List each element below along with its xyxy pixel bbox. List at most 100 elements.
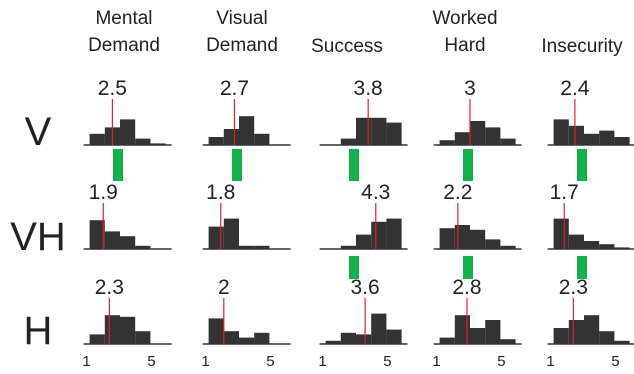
row-label-vh: VH <box>10 215 66 259</box>
significance-marker <box>113 149 123 181</box>
histogram-bar <box>568 320 584 344</box>
histogram-bar <box>584 133 600 145</box>
histogram-bar <box>89 334 105 344</box>
histogram-bar <box>568 125 584 145</box>
significance-marker <box>577 256 587 279</box>
histogram-bar <box>599 331 615 344</box>
x-tick-label: 5 <box>147 353 155 370</box>
histogram-bar <box>614 340 630 344</box>
histogram-bar <box>340 138 356 145</box>
histogram-bar <box>135 245 151 249</box>
histogram-bar <box>614 247 630 249</box>
histogram-bar <box>553 218 569 249</box>
histogram-bar <box>223 331 239 344</box>
histogram-bar <box>223 218 239 249</box>
histogram-bar <box>208 318 224 344</box>
histogram-bar <box>614 137 630 145</box>
x-tick-labels: 1 5 1 5 1 5 1 5 1 5 <box>82 353 619 370</box>
histogram-bar <box>454 225 470 249</box>
mean-label: 2.2 <box>443 181 472 204</box>
histogram-bar <box>470 328 486 344</box>
significance-marker <box>463 149 473 181</box>
mean-label: 2 <box>218 276 230 299</box>
histogram-bar <box>325 340 341 344</box>
row-label-v: V <box>25 110 52 154</box>
mean-label: 2.8 <box>452 276 481 299</box>
histogram-bar <box>239 337 255 344</box>
mean-label: 2.5 <box>98 77 127 100</box>
histogram-bar <box>89 133 105 145</box>
x-tick-label: 5 <box>383 353 391 370</box>
histogram-panel: 2.4 <box>547 77 634 146</box>
histogram-bar <box>553 328 569 344</box>
histogram-bar <box>439 140 455 145</box>
mean-label: 3.6 <box>351 276 380 299</box>
significance-marker <box>349 149 359 181</box>
histogram-bar <box>500 138 516 145</box>
row-label-h: H <box>24 309 53 353</box>
column-title-4: Insecurity <box>541 36 623 57</box>
mean-label: 2.3 <box>95 276 124 299</box>
histogram-panels: 2.5 2.7 3.8 3 2.4 1.9 1.8 4.3 2.2 1.7 2.3 2 3.6 2.8 2.… <box>83 77 634 345</box>
significance-marker <box>577 149 587 181</box>
histogram-bar <box>89 220 105 249</box>
histogram-bar <box>485 239 501 249</box>
mean-label: 1.8 <box>206 181 235 204</box>
histogram-bar <box>386 329 402 344</box>
mean-label: 1.9 <box>89 181 118 204</box>
histogram-bar <box>239 116 255 145</box>
x-tick-label: 1 <box>546 353 554 370</box>
histogram-panel: 2.7 <box>202 77 291 146</box>
x-tick-label: 1 <box>318 353 326 370</box>
x-tick-label: 5 <box>266 353 274 370</box>
histogram-bar <box>439 228 455 249</box>
histogram-bar <box>470 121 486 145</box>
histogram-bar <box>120 316 136 344</box>
histogram-bar <box>386 122 402 145</box>
column-titles: Mental Demand Visual Demand Success Worked Har… <box>88 8 623 57</box>
x-tick-label: 5 <box>611 353 619 370</box>
histogram-bar <box>485 320 501 344</box>
histogram-bar <box>500 245 516 249</box>
histogram-panel: 2.8 <box>433 276 522 345</box>
column-title-0: Demand <box>88 35 160 56</box>
column-title-2: Success <box>311 36 383 57</box>
mean-label: 2.4 <box>560 77 590 100</box>
mean-label: 2.3 <box>559 276 588 299</box>
histogram-bar <box>120 119 136 145</box>
histogram-bar <box>254 245 270 249</box>
histogram-bar <box>135 138 151 145</box>
x-tick-label: 1 <box>82 353 90 370</box>
histogram-bar <box>371 221 387 249</box>
histogram-panel: 1.7 <box>547 181 634 250</box>
mean-label: 3 <box>464 77 476 100</box>
significance-marker <box>232 149 242 181</box>
histogram-bar <box>340 332 356 344</box>
histogram-bar <box>470 229 486 249</box>
histogram-bar <box>239 245 255 249</box>
histogram-panel: 2 <box>202 276 291 345</box>
column-title-1: Demand <box>206 35 278 56</box>
histogram-bar <box>254 133 270 145</box>
histogram-bar <box>223 129 239 145</box>
histogram-panel: 2.3 <box>83 276 172 345</box>
x-tick-label: 1 <box>432 353 440 370</box>
histogram-bar <box>150 143 166 145</box>
histogram-bar <box>371 313 387 344</box>
mean-label: 3.8 <box>354 77 383 100</box>
histogram-bar <box>454 132 470 145</box>
histogram-panel: 3 <box>433 77 522 146</box>
histogram-bar <box>584 315 600 344</box>
histogram-panel: 2.2 <box>433 181 522 250</box>
histogram-panel: 2.5 <box>83 77 172 146</box>
histogram-bar <box>340 245 356 249</box>
histogram-bar <box>356 117 372 145</box>
histogram-bar <box>208 226 224 249</box>
histogram-bar <box>104 315 120 344</box>
significance-marker <box>349 256 359 279</box>
significance-marker <box>463 256 473 279</box>
row-labels: V VH H <box>10 110 66 353</box>
histogram-bar <box>568 234 584 249</box>
histogram-bar <box>371 117 387 145</box>
significance-markers <box>113 149 587 279</box>
